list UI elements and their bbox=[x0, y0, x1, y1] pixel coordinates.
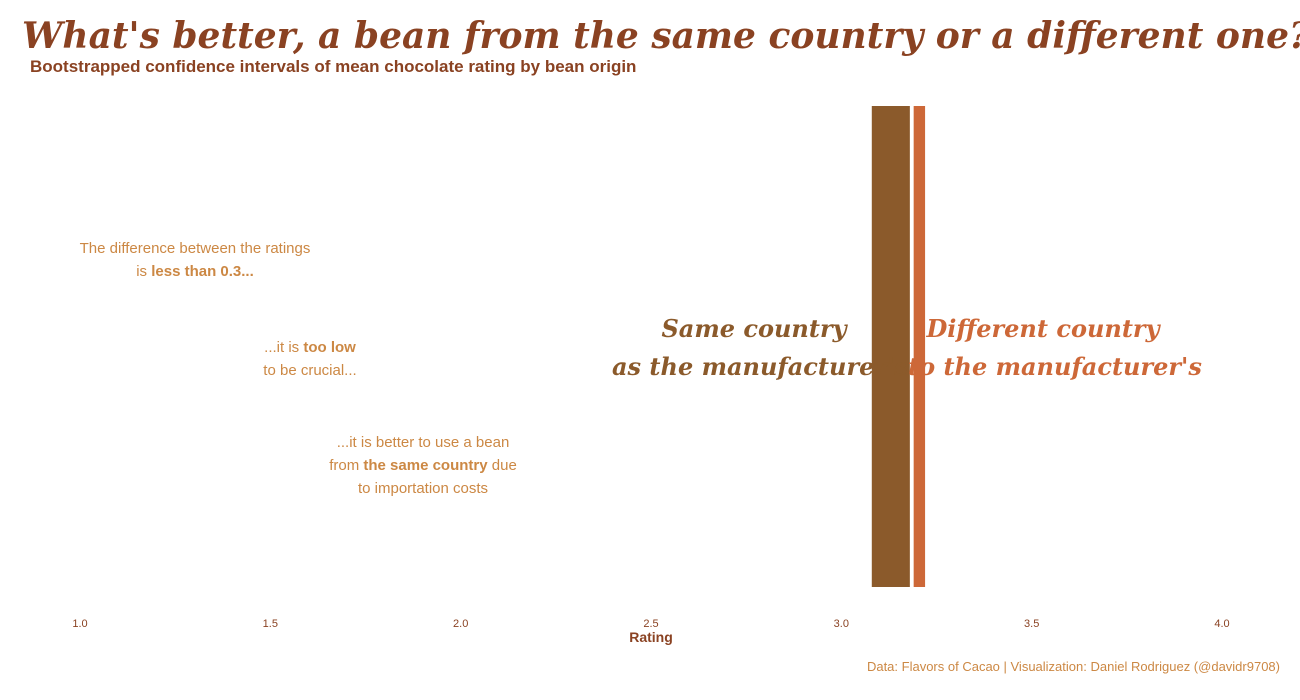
label-different-country-line1: Different country bbox=[926, 314, 1160, 343]
x-axis-ticks: 1.0 1.5 2.0 2.5 3.0 3.5 4.0 bbox=[72, 618, 1229, 630]
x-axis-label: Rating bbox=[629, 629, 673, 645]
annotation-difference-line1: The difference between the ratings bbox=[79, 240, 311, 257]
x-tick-label: 2.0 bbox=[453, 618, 468, 630]
interval-bars bbox=[871, 106, 926, 587]
annotation-same-country-line1: ...it is better to use a bean bbox=[336, 434, 510, 451]
label-different-country-line2: to the manufacturer's bbox=[908, 352, 1202, 381]
label-same-country-line2: as the manufacturer's bbox=[612, 352, 908, 381]
annotation-same-country-line2: from the same country due bbox=[283, 454, 563, 477]
label-same-country: Same country as the manufacturer's bbox=[612, 310, 908, 386]
annotation-difference-line2: is less than 0.3... bbox=[40, 260, 350, 283]
interval-bar-same-country bbox=[871, 106, 910, 587]
annotation-same-country-line3: to importation costs bbox=[357, 480, 489, 497]
annotation-same-country-line2-bold: the same country bbox=[363, 457, 488, 474]
annotation-too-low: ...it is too low to be crucial... bbox=[210, 336, 410, 382]
annotation-same-country: ...it is better to use a bean from the s… bbox=[283, 431, 563, 500]
annotation-too-low-line1-bold: too low bbox=[303, 339, 356, 356]
chart-subtitle: Bootstrapped confidence intervals of mea… bbox=[30, 57, 637, 76]
annotation-difference-line2-pre: is bbox=[136, 263, 152, 280]
x-tick-label: 1.0 bbox=[72, 618, 87, 630]
x-tick-label: 3.0 bbox=[834, 618, 849, 630]
annotation-too-low-line2: to be crucial... bbox=[263, 362, 357, 379]
label-different-country: Different country to the manufacturer's bbox=[908, 310, 1202, 386]
annotation-same-country-line2-post: due bbox=[487, 457, 517, 474]
x-tick-label: 2.5 bbox=[643, 618, 658, 630]
chart-title: What's better, a bean from the same coun… bbox=[22, 15, 1300, 57]
source-caption: Data: Flavors of Cacao | Visualization: … bbox=[866, 659, 1280, 674]
annotation-difference-line2-bold: less than 0.3... bbox=[151, 263, 254, 280]
label-same-country-line1: Same country bbox=[661, 314, 847, 343]
interval-bar-different-country bbox=[913, 106, 926, 587]
annotation-too-low-line1-pre: ...it is bbox=[264, 339, 304, 356]
x-tick-label: 1.5 bbox=[263, 618, 278, 630]
x-tick-label: 3.5 bbox=[1024, 618, 1039, 630]
annotation-too-low-line1: ...it is too low bbox=[210, 336, 410, 359]
annotation-difference: The difference between the ratings is le… bbox=[40, 237, 350, 283]
x-tick-label: 4.0 bbox=[1214, 618, 1229, 630]
annotation-same-country-line2-pre: from bbox=[329, 457, 364, 474]
